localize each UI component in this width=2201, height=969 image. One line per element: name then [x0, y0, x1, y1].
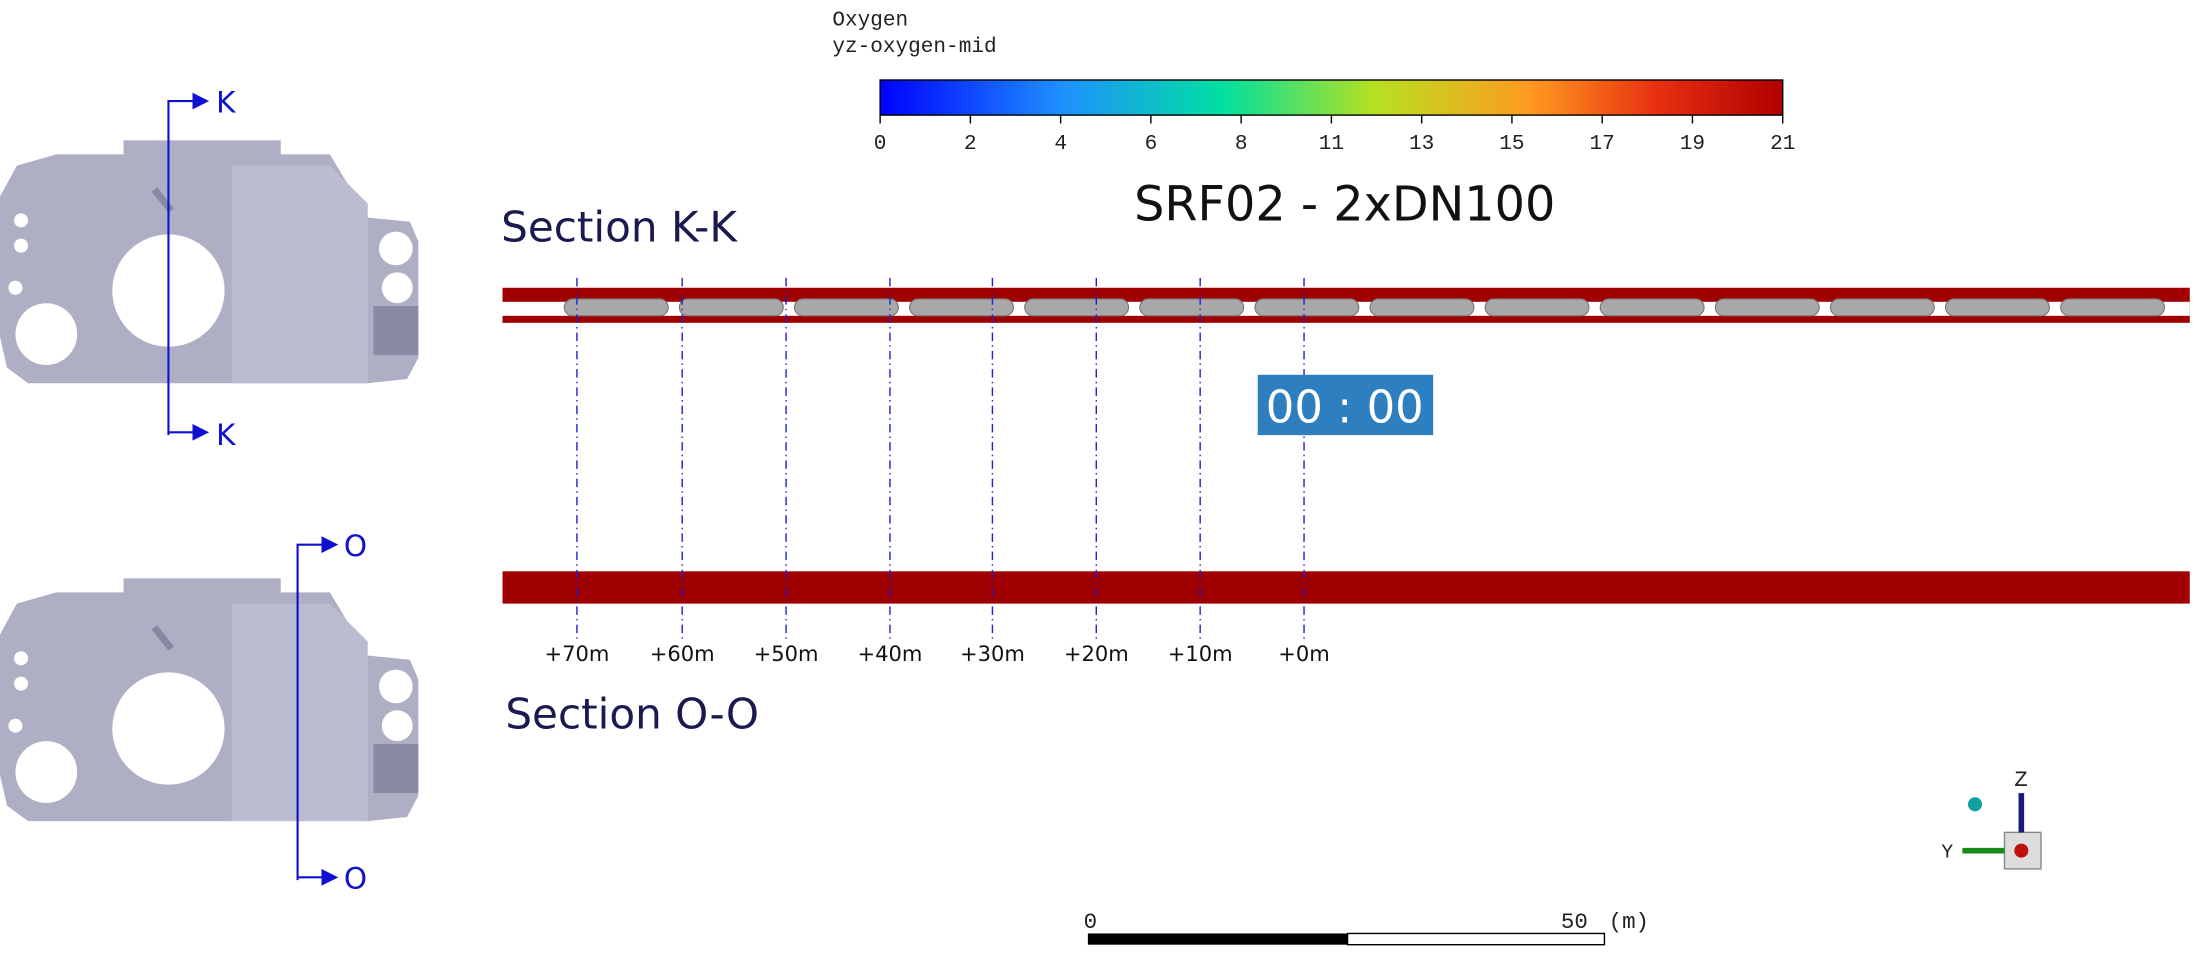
capsule: [1025, 299, 1129, 316]
distance-label: +60m: [650, 641, 715, 666]
content: K K O O Oxygen yz-oxygen-mid 0 2 4 6 8 11 13 15…: [0, 8, 2190, 944]
colorbar-tick-label: 15: [1499, 132, 1524, 156]
capsule: [1715, 299, 1819, 316]
axes-triad: Z Y: [1941, 767, 2041, 869]
colorbar-tick-label: 0: [874, 132, 887, 156]
capsule: [2061, 299, 2165, 316]
title: SRF02 - 2xDN100: [1134, 177, 1555, 232]
colorbar-tick-label: 11: [1319, 132, 1344, 156]
legend-title: Oxygen: [832, 8, 908, 32]
section-label: Section K-K: [501, 202, 738, 251]
capsule: [910, 299, 1014, 316]
cut-label: O: [344, 529, 367, 563]
colorbar: [880, 80, 1783, 115]
scale-unit: (m): [1609, 909, 1649, 935]
capsule: [564, 299, 668, 316]
capsule: [1140, 299, 1244, 316]
cut-label: K: [216, 418, 236, 452]
screenshot: K K O O Oxygen yz-oxygen-mid 0 2 4 6 8 11 13 15…: [0, 0, 2201, 969]
distance-label: +70m: [544, 641, 609, 666]
scale-end: 50: [1561, 909, 1588, 935]
scale-start: 0: [1084, 909, 1097, 935]
colorbar-tick-label: 19: [1680, 132, 1705, 156]
capsule: [1946, 299, 2050, 316]
capsule: [1255, 299, 1359, 316]
colorbar-tick-label: 4: [1054, 132, 1067, 156]
capsule: [794, 299, 898, 316]
distance-label: +40m: [857, 641, 922, 666]
colorbar-tick-label: 2: [964, 132, 977, 156]
cut-label: K: [216, 85, 236, 119]
legend-subtitle: yz-oxygen-mid: [832, 35, 996, 59]
colorbar-tick-label: 21: [1770, 132, 1795, 156]
distance-label: +20m: [1064, 641, 1129, 666]
distance-label: +50m: [754, 641, 819, 666]
colorbar-tick-label: 6: [1145, 132, 1158, 156]
capsule: [1830, 299, 1934, 316]
colorbar-tick-label: 13: [1409, 132, 1434, 156]
distance-label: +30m: [960, 641, 1025, 666]
axis-label: Y: [1941, 842, 1953, 864]
cross-section: [0, 140, 418, 383]
distance-label: +0m: [1278, 641, 1330, 666]
section-label: Section O-O: [505, 690, 759, 739]
cross-section: [0, 578, 418, 821]
page: { "legend": { "title": "Oxygen", "subtit…: [0, 0, 2201, 969]
capsule: [679, 299, 783, 316]
scale-bar: [1348, 933, 1605, 944]
cut-label: O: [344, 862, 367, 896]
colorbar-tick-label: 17: [1590, 132, 1615, 156]
distance-label: +10m: [1168, 641, 1233, 666]
axis-label: Z: [2014, 767, 2027, 793]
capsule: [1370, 299, 1474, 316]
capsule: [1485, 299, 1589, 316]
duct: [503, 571, 2190, 603]
scale-bar: [1088, 933, 1348, 944]
timer: 00 : 00: [1266, 381, 1424, 434]
capsule: [1600, 299, 1704, 316]
colorbar-tick-label: 8: [1235, 132, 1248, 156]
